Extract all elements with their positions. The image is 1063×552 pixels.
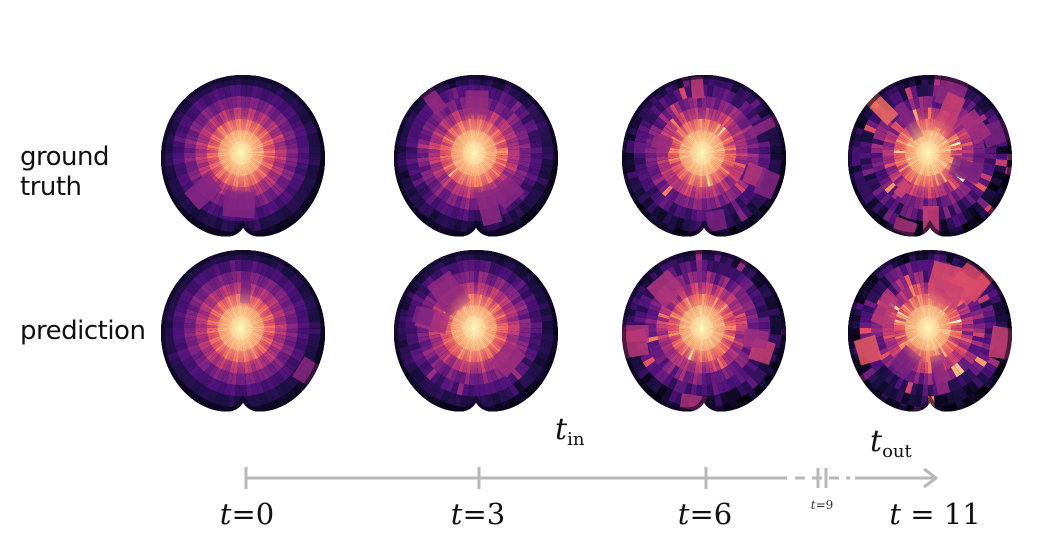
range-label-out: tout [870, 424, 912, 462]
brain-map-ground-truth-t0 [161, 75, 325, 237]
row-label-prediction: prediction [20, 316, 146, 346]
brain-map-prediction-t11 [848, 250, 1012, 412]
brain-map-prediction-t6 [622, 250, 786, 412]
tick-label-t9: t=9 [810, 498, 834, 512]
brain-map-prediction-t3 [394, 250, 558, 412]
tick-label-t3: t=3 [450, 497, 506, 531]
row-label-ground-truth: ground truth [20, 142, 110, 202]
range-label-in: tin [555, 412, 585, 450]
tick-label-t0: t=0 [219, 497, 275, 531]
brain-map-ground-truth-t11 [848, 75, 1012, 237]
brain-map-ground-truth-t3 [394, 75, 558, 237]
tick-label-t11: t = 11 [889, 497, 981, 531]
brain-map-prediction-t0 [161, 250, 325, 412]
timeline-axis [244, 467, 938, 489]
tick-label-t6: t=6 [677, 497, 733, 531]
brain-map-ground-truth-t6 [622, 75, 786, 237]
